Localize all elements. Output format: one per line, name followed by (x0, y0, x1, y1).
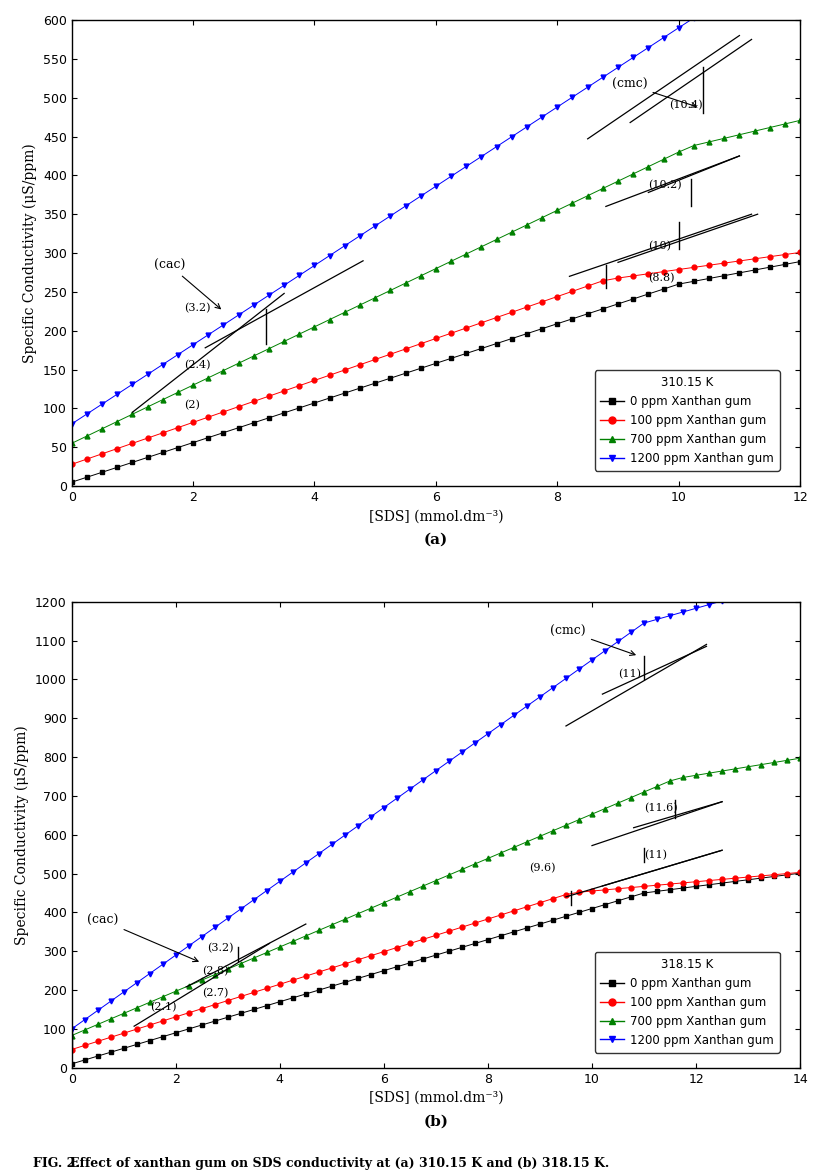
Text: (2.7): (2.7) (202, 988, 228, 998)
Text: (10): (10) (649, 240, 672, 251)
Text: (cac): (cac) (87, 914, 198, 962)
Text: (8.8): (8.8) (649, 272, 675, 283)
Text: (2.4): (2.4) (184, 360, 211, 369)
Text: (a): (a) (424, 533, 448, 547)
Text: (11.6): (11.6) (644, 804, 677, 813)
Y-axis label: Specific Conductivity (μS/ppm): Specific Conductivity (μS/ppm) (23, 143, 37, 362)
Text: (10.2): (10.2) (649, 181, 682, 190)
Text: (cac): (cac) (154, 258, 221, 308)
Legend: 0 ppm Xanthan gum, 100 ppm Xanthan gum, 700 ppm Xanthan gum, 1200 ppm Xanthan gu: 0 ppm Xanthan gum, 100 ppm Xanthan gum, … (594, 371, 779, 470)
Text: (2.8): (2.8) (202, 967, 228, 977)
Text: (10.4): (10.4) (670, 100, 703, 110)
Text: (2.1): (2.1) (150, 1002, 176, 1012)
Text: FIG. 2.: FIG. 2. (33, 1157, 84, 1171)
Text: (9.6): (9.6) (529, 863, 556, 874)
Y-axis label: Specific Conductivity (μS/ppm): Specific Conductivity (μS/ppm) (15, 725, 30, 944)
Text: (cmc): (cmc) (612, 79, 696, 108)
Text: (2): (2) (184, 400, 200, 411)
Text: (3.2): (3.2) (207, 943, 234, 954)
Text: (11): (11) (618, 669, 641, 679)
Text: (b): (b) (423, 1114, 449, 1128)
X-axis label: [SDS] (mmol.dm⁻³): [SDS] (mmol.dm⁻³) (369, 509, 503, 523)
Text: (3.2): (3.2) (184, 303, 211, 313)
Text: Effect of xanthan gum on SDS conductivity at (a) 310.15 K and (b) 318.15 K.: Effect of xanthan gum on SDS conductivit… (70, 1157, 609, 1171)
Text: (cmc): (cmc) (551, 625, 635, 656)
X-axis label: [SDS] (mmol.dm⁻³): [SDS] (mmol.dm⁻³) (369, 1091, 503, 1105)
Text: (11): (11) (644, 849, 667, 860)
Legend: 0 ppm Xanthan gum, 100 ppm Xanthan gum, 700 ppm Xanthan gum, 1200 ppm Xanthan gu: 0 ppm Xanthan gum, 100 ppm Xanthan gum, … (594, 952, 779, 1052)
